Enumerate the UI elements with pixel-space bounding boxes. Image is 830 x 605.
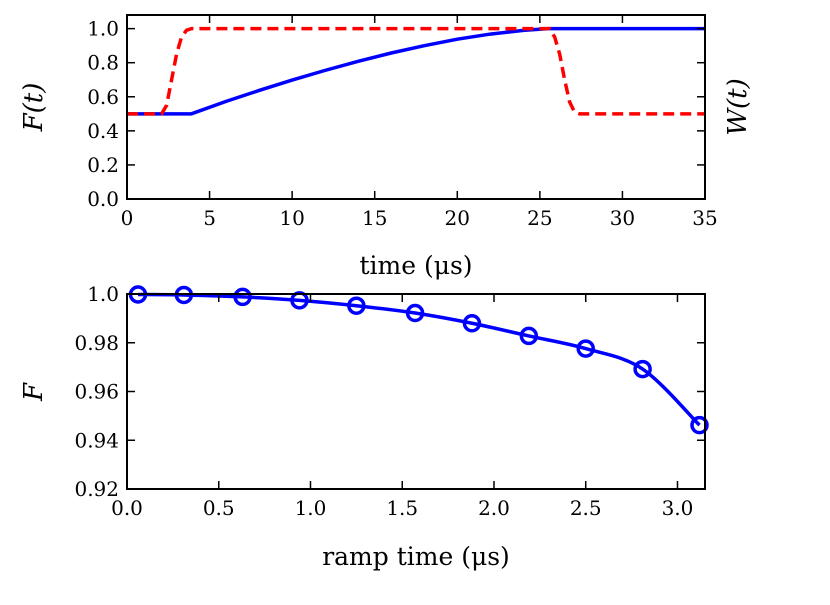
bottom-ticks: 0.0 0.5 1.0 1.5 2.0 2.5 3.0 0.92 0.94 0.96 0.98 1.0 [74, 282, 705, 520]
top-plot-frame [126, 14, 706, 200]
x-tick-label: 20 [445, 206, 470, 230]
top-panel: 0 5 10 15 20 25 30 35 0.0 0.2 0.4 0.6 0.8 1.0 F(t) W(… [19, 14, 753, 280]
y-tick-label: 1.0 [87, 282, 119, 306]
x-tick-label: 1.0 [295, 496, 327, 520]
series-line [137, 292, 701, 427]
top-x-axis-label: time (μs) [359, 251, 472, 280]
y-tick-label: 0.92 [74, 477, 119, 501]
x-tick-label: 35 [692, 206, 717, 230]
x-tick-label: 2.5 [570, 496, 602, 520]
y-tick-label: 0.8 [87, 51, 119, 75]
y-tick-label: 0.94 [74, 428, 119, 452]
y-tick-label: 0.2 [87, 153, 119, 177]
y-tick-label: 1.0 [87, 17, 119, 41]
x-tick-label: 0 [121, 206, 134, 230]
x-tick-label: 10 [279, 206, 304, 230]
y-tick-label: 0.96 [74, 380, 119, 404]
data-point-marker [462, 314, 482, 333]
y-tick-label: 0.98 [74, 331, 119, 355]
x-tick-label: 1.5 [386, 496, 418, 520]
data-point-marker [690, 415, 709, 435]
top-ticks: 0 5 10 15 20 25 30 35 0.0 0.2 0.4 0.6 0.8 1.0 [87, 15, 718, 230]
data-point-marker [347, 296, 366, 315]
top-y-axis-label: F(t) [19, 83, 49, 133]
x-tick-label: 25 [527, 206, 552, 230]
x-tick-label: 15 [362, 206, 387, 230]
data-point-marker [405, 303, 425, 323]
x-tick-label: 2.0 [478, 496, 510, 520]
bottom-series-layer [128, 285, 709, 435]
x-tick-label: 30 [610, 206, 635, 230]
bottom-x-axis-label: ramp time (μs) [322, 542, 510, 571]
bottom-plot-frame [126, 293, 706, 490]
x-tick-label: 5 [203, 206, 216, 230]
data-point-marker [633, 359, 652, 379]
top-series-layer [127, 26, 705, 116]
data-point-marker [576, 339, 595, 358]
bottom-panel: 0.0 0.5 1.0 1.5 2.0 2.5 3.0 0.92 0.94 0.96 0.98 1.0… [19, 282, 709, 571]
y-tick-label: 0.0 [87, 187, 119, 211]
x-tick-label: 0.0 [111, 496, 143, 520]
top-right-y-axis-label: W(t) [723, 78, 753, 135]
x-tick-label: 3.0 [662, 496, 694, 520]
data-point-marker [290, 291, 309, 310]
bottom-y-axis-label: F [19, 382, 49, 402]
x-tick-label: 0.5 [203, 496, 235, 520]
series-dashed-line [127, 26, 705, 116]
data-point-marker [519, 326, 539, 346]
series-solid-line [127, 26, 705, 116]
y-tick-label: 0.6 [87, 85, 119, 109]
data-point-marker [233, 287, 252, 307]
y-tick-label: 0.4 [87, 119, 119, 143]
